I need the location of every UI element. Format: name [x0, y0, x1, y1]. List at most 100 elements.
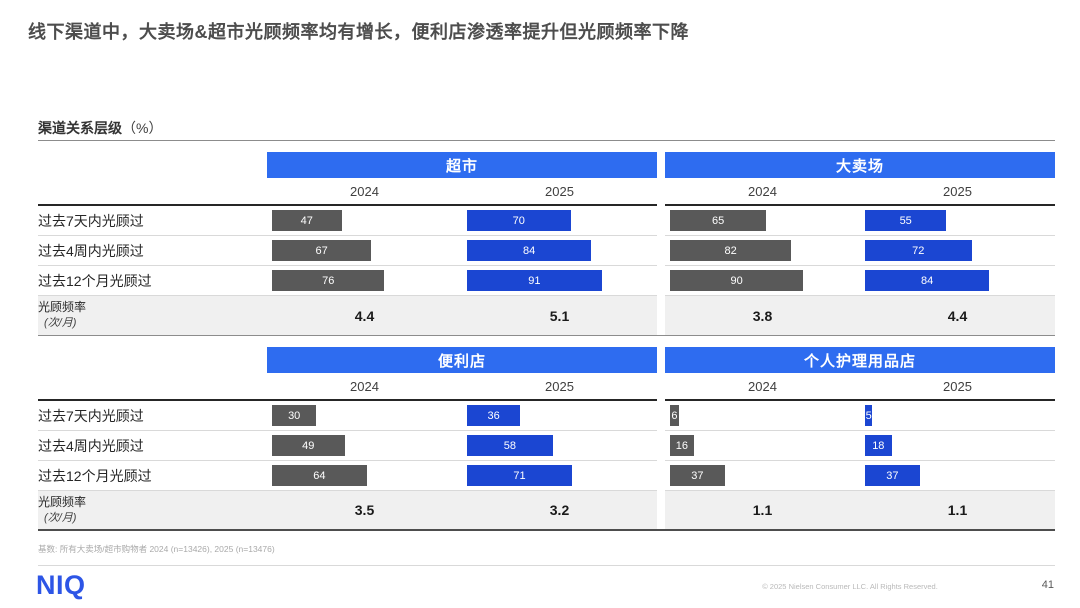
frequency-supermarket-2024: 4.4 — [354, 307, 375, 324]
header-spacer — [38, 152, 267, 178]
bar-value: 71 — [513, 469, 526, 482]
frequency-label-text: 光顾频率 — [38, 495, 87, 509]
row-label: 过去7天内光顾过 — [38, 206, 267, 236]
panel-header-convenience: 便利店 — [267, 347, 657, 373]
year-label: 2025 — [545, 183, 574, 199]
bar-value: 70 — [512, 214, 525, 227]
bar-hypermarket-2025: 55 — [865, 210, 947, 231]
bar-personalcare-2025: 5 — [865, 405, 873, 426]
frequency-personalcare-2025: 1.1 — [947, 502, 968, 518]
bar-convenience-2024: 64 — [272, 465, 367, 486]
bar-personalcare-2024: 6 — [670, 405, 679, 426]
bar-supermarket-2025: 91 — [467, 270, 602, 291]
frequency-label-text: 光顾频率 — [38, 300, 87, 314]
year-row: 2024 2025 2024 2025 — [38, 178, 1055, 204]
bar-cells: 90 84 — [665, 266, 1055, 296]
bar-convenience-2025: 36 — [467, 405, 521, 426]
bar-value: 84 — [921, 274, 934, 287]
bar-personalcare-2024: 37 — [670, 465, 725, 486]
section-label: 渠道关系层级（%） — [38, 118, 162, 138]
frequency-label: 光顾频率 (次/月) — [38, 296, 267, 335]
panel-gap — [657, 266, 665, 296]
frequency-cells: 3.5 3.2 — [267, 491, 657, 529]
bar-hypermarket-2025: 72 — [865, 240, 972, 261]
bar-cells: 76 91 — [267, 266, 657, 296]
bar-value: 84 — [523, 244, 536, 257]
frequency-cells: 3.8 4.4 — [665, 296, 1055, 335]
header-band-row: 便利店 个人护理用品店 — [38, 347, 1055, 373]
frequency-convenience-2025: 3.2 — [549, 502, 570, 518]
panel-header-hypermarket: 大卖场 — [665, 152, 1055, 178]
thick-rule-left — [38, 399, 657, 401]
panel-gap — [657, 431, 665, 461]
year-label: 2025 — [943, 378, 972, 394]
bar-cells: 64 71 — [267, 461, 657, 491]
section-unit: （%） — [122, 120, 163, 136]
bar-personalcare-2025: 18 — [865, 435, 892, 456]
bar-cells: 65 55 — [665, 206, 1055, 236]
year-cells: 2024 2025 — [665, 379, 1055, 394]
year-label: 2024 — [350, 378, 379, 394]
year-label: 2024 — [350, 183, 379, 199]
panel-gap — [657, 206, 665, 236]
panel-gap — [657, 347, 665, 373]
frequency-supermarket-2025: 5.1 — [549, 307, 570, 324]
bar-cells: 37 37 — [665, 461, 1055, 491]
thick-rule-right — [665, 399, 1055, 401]
panel-gap — [657, 236, 665, 266]
bar-value: 36 — [487, 409, 500, 422]
bar-convenience-2024: 49 — [272, 435, 345, 456]
section-divider — [38, 140, 1055, 141]
table-supermarket-hypermarket: 超市 大卖场 2024 2025 2024 2025 过去7天内光顾过 47 — [38, 152, 1055, 336]
bar-value: 6 — [671, 409, 678, 422]
table-row: 过去7天内光顾过 30 36 6 5 — [38, 401, 1055, 431]
row-label: 过去7天内光顾过 — [38, 401, 267, 431]
bar-hypermarket-2025: 84 — [865, 270, 990, 291]
bar-supermarket-2025: 84 — [467, 240, 592, 261]
bar-value: 49 — [302, 439, 315, 452]
thick-rule — [38, 204, 1055, 206]
header-band-row: 超市 大卖场 — [38, 152, 1055, 178]
header-spacer — [38, 347, 267, 373]
year-label: 2024 — [748, 378, 777, 394]
bar-cells: 6 5 — [665, 401, 1055, 431]
table-row: 过去4周内光顾过 67 84 82 72 — [38, 236, 1055, 266]
panel-gap — [657, 152, 665, 178]
bar-value: 37 — [691, 469, 704, 482]
table-row: 过去7天内光顾过 47 70 65 55 — [38, 206, 1055, 236]
bar-value: 30 — [288, 409, 301, 422]
row-label: 过去4周内光顾过 — [38, 431, 267, 461]
frequency-label: 光顾频率 (次/月) — [38, 491, 267, 529]
panel-gap — [657, 401, 665, 431]
year-label: 2024 — [748, 183, 777, 199]
bar-supermarket-2024: 76 — [272, 270, 385, 291]
bar-cells: 49 58 — [267, 431, 657, 461]
bar-value: 55 — [899, 214, 912, 227]
frequency-row: 光顾频率 (次/月) 3.5 3.2 1.1 1.1 — [38, 491, 1055, 531]
panel-header-personalcare: 个人护理用品店 — [665, 347, 1055, 373]
frequency-unit: (次/月) — [44, 317, 77, 329]
bar-convenience-2025: 71 — [467, 465, 573, 486]
bar-value: 82 — [724, 244, 737, 257]
year-row: 2024 2025 2024 2025 — [38, 373, 1055, 399]
bar-personalcare-2024: 16 — [670, 435, 694, 456]
bar-value: 76 — [322, 274, 335, 287]
bar-convenience-2025: 58 — [467, 435, 553, 456]
bar-value: 65 — [711, 214, 725, 227]
bar-value: 58 — [503, 439, 517, 452]
bar-hypermarket-2024: 90 — [670, 270, 804, 291]
panel-header-supermarket: 超市 — [267, 152, 657, 178]
bar-supermarket-2025: 70 — [467, 210, 571, 231]
bar-value: 64 — [313, 469, 326, 482]
frequency-row: 光顾频率 (次/月) 4.4 5.1 3.8 4.4 — [38, 296, 1055, 336]
table-row: 过去12个月光顾过 76 91 90 84 — [38, 266, 1055, 296]
footer-divider — [38, 565, 1055, 566]
bar-cells: 47 70 — [267, 206, 657, 236]
panel-gap — [657, 491, 665, 529]
row-label: 过去12个月光顾过 — [38, 461, 267, 491]
bar-value: 47 — [300, 214, 313, 227]
page-title: 线下渠道中，大卖场&超市光顾频率均有增长，便利店渗透率提升但光顾频率下降 — [28, 22, 689, 42]
frequency-unit: (次/月) — [44, 512, 77, 524]
year-cells: 2024 2025 — [665, 184, 1055, 199]
